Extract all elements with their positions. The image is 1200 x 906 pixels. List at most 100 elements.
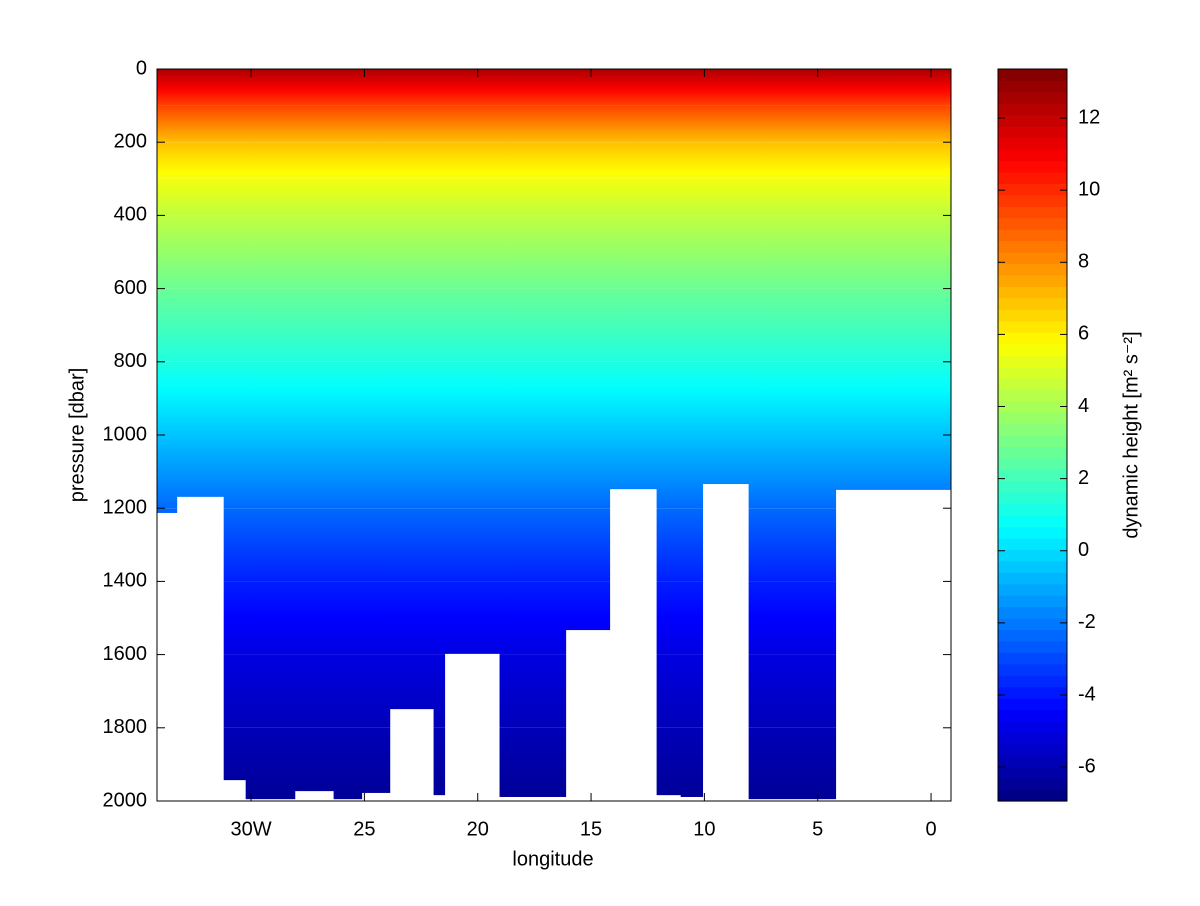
colorbar-swatch	[998, 274, 1067, 287]
colorbar-swatch	[998, 160, 1067, 173]
colorbar-swatch	[998, 732, 1067, 745]
colorbar-swatch	[998, 537, 1067, 550]
colorbar-swatch	[998, 492, 1067, 505]
colorbar-swatch	[998, 412, 1067, 425]
colorbar-swatch	[998, 366, 1067, 379]
seafloor	[680, 796, 704, 802]
seafloor	[566, 630, 611, 802]
field-band	[157, 142, 951, 179]
field-band	[157, 654, 951, 728]
colorbar-swatch	[998, 343, 1067, 356]
colorbar-swatch	[998, 149, 1067, 162]
y-tick-label: 800	[114, 350, 147, 372]
field-band	[157, 215, 951, 289]
y-tick-label: 1600	[103, 643, 148, 665]
y-axis-label: pressure [dbar]	[66, 368, 88, 503]
colorbar-tick-label: 2	[1078, 467, 1089, 489]
colorbar-swatch	[998, 263, 1067, 276]
colorbar-swatch	[998, 789, 1067, 802]
colorbar-swatch	[998, 572, 1067, 585]
colorbar-swatch	[998, 709, 1067, 722]
colorbar-tick-label: 4	[1078, 395, 1089, 417]
colorbar-swatch	[998, 503, 1067, 516]
colorbar-swatch	[998, 675, 1067, 688]
colorbar-swatch	[998, 457, 1067, 470]
colorbar-swatch	[998, 297, 1067, 310]
seafloor	[157, 512, 178, 802]
colorbar-swatch	[998, 332, 1067, 345]
x-tick-label: 20	[467, 818, 489, 840]
colorbar-tick-label: -2	[1078, 611, 1096, 633]
field-band	[157, 581, 951, 655]
seafloor	[295, 791, 334, 802]
colorbar-swatch	[998, 377, 1067, 390]
colorbar-swatch	[998, 91, 1067, 104]
colorbar-tick-label: 6	[1078, 323, 1089, 345]
colorbar-swatch	[998, 171, 1067, 184]
colorbar-swatch	[998, 595, 1067, 608]
colorbar-swatch	[998, 400, 1067, 413]
colorbar-label: dynamic height [m² s⁻²]	[1120, 331, 1142, 538]
colorbar-swatch	[998, 778, 1067, 791]
x-tick-label: 15	[580, 818, 602, 840]
field-band	[157, 105, 951, 143]
colorbar-swatch	[998, 720, 1067, 733]
colorbar-tick-label: 8	[1078, 251, 1089, 273]
field-band	[157, 727, 951, 801]
y-tick-label: 600	[114, 277, 147, 299]
colorbar-swatch	[998, 583, 1067, 596]
colorbar-swatch	[998, 229, 1067, 242]
y-tick-label: 1800	[103, 716, 148, 738]
field-band	[157, 69, 951, 106]
colorbar-swatch	[998, 435, 1067, 448]
x-tick-label: 10	[693, 818, 715, 840]
colorbar-swatch	[998, 354, 1067, 367]
colorbar-swatch	[998, 515, 1067, 528]
colorbar-swatch	[998, 240, 1067, 253]
colorbar-swatch	[998, 618, 1067, 631]
colorbar-swatch	[998, 549, 1067, 562]
colorbar-swatch	[998, 686, 1067, 699]
colorbar-swatch	[998, 114, 1067, 127]
colorbar-swatch	[998, 80, 1067, 93]
colorbar-tick-label: 12	[1078, 106, 1100, 128]
field-band	[157, 178, 951, 216]
colorbar-swatch	[998, 103, 1067, 116]
colorbar-tick-label: 10	[1078, 178, 1100, 200]
colorbar-swatch	[998, 652, 1067, 665]
colorbar-swatch	[998, 389, 1067, 402]
colorbar-tick-label: -4	[1078, 683, 1096, 705]
field-band	[157, 508, 951, 582]
colorbar-swatch	[998, 663, 1067, 676]
seafloor	[362, 792, 391, 802]
colorbar-swatch	[998, 480, 1067, 493]
y-tick-label: 2000	[103, 789, 148, 811]
x-axis-label: longitude	[512, 848, 593, 870]
seafloor	[445, 653, 500, 802]
seafloor	[223, 780, 246, 802]
colorbar-tick-label: -6	[1078, 755, 1096, 777]
colorbar-swatch	[998, 755, 1067, 768]
colorbar-swatch	[998, 126, 1067, 139]
colorbar-swatch	[998, 137, 1067, 150]
seafloor	[836, 489, 952, 802]
colorbar-swatch	[998, 526, 1067, 539]
colorbar-swatch	[998, 217, 1067, 230]
field-band	[157, 435, 951, 509]
y-tick-label: 1000	[103, 423, 148, 445]
colorbar-swatch	[998, 194, 1067, 207]
colorbar-swatch	[998, 469, 1067, 482]
colorbar-frame	[997, 68, 1068, 802]
colorbar-tick-label: 0	[1078, 539, 1089, 561]
seafloor	[390, 709, 434, 802]
y-tick-label: 0	[136, 57, 147, 79]
colorbar-swatch	[998, 183, 1067, 196]
colorbar-swatch	[998, 309, 1067, 322]
colorbar-swatch	[998, 252, 1067, 265]
x-tick-label: 25	[353, 818, 375, 840]
colorbar-swatch	[998, 69, 1067, 82]
colorbar-swatch	[998, 423, 1067, 436]
colorbar-swatch	[998, 286, 1067, 299]
colorbar-swatch	[998, 560, 1067, 573]
